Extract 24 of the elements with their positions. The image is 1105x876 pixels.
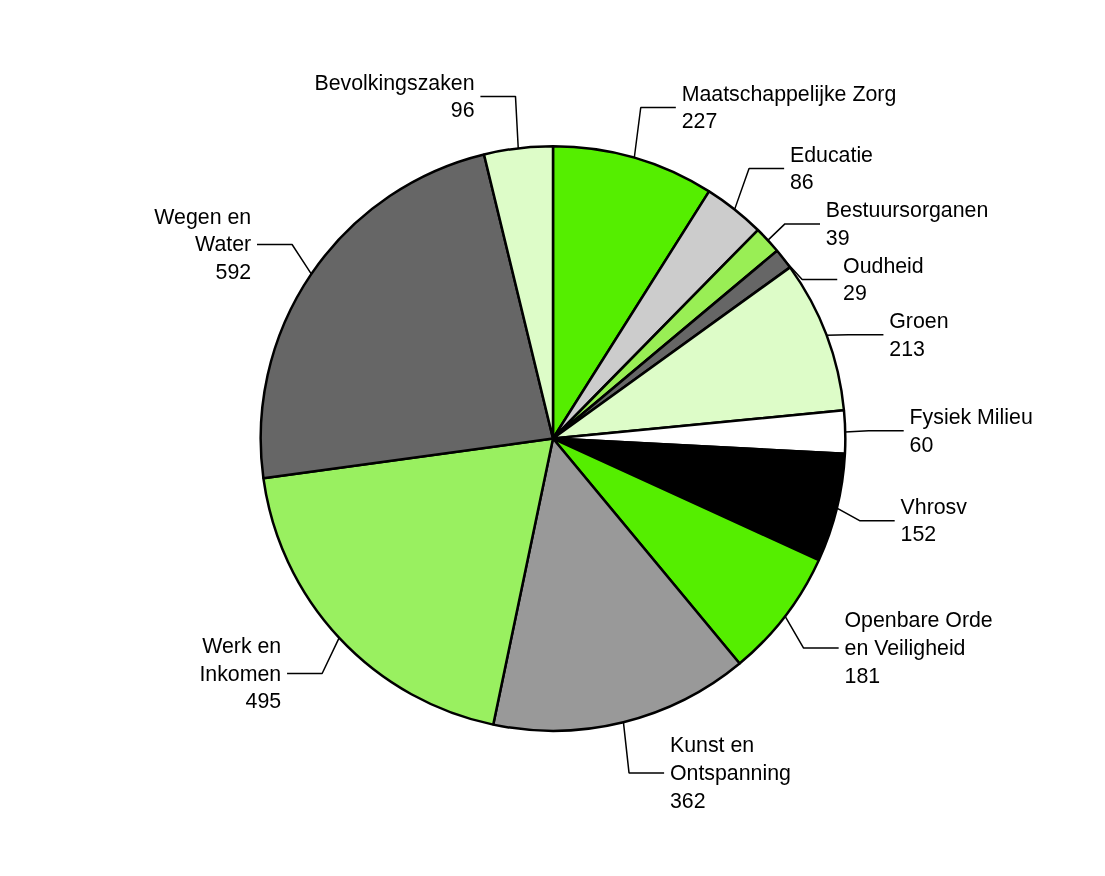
data-label: 592	[215, 260, 252, 285]
slice-label: Bevolkingszaken	[314, 70, 475, 95]
data-label: 213	[889, 336, 925, 361]
slice-label: Maatschappelijke Zorg	[681, 81, 897, 106]
slice-label: Bestuursorganen	[825, 198, 989, 223]
slice-label: Groen	[889, 309, 949, 334]
data-label: 227	[681, 109, 718, 134]
data-label: 29	[843, 281, 867, 306]
data-label: 96	[450, 98, 475, 123]
data-label: 362	[669, 788, 706, 813]
slice-label: Wegen en Water	[154, 204, 252, 257]
data-label: 86	[789, 170, 814, 195]
slice-label: Oudheid	[843, 253, 924, 278]
slice-label: Educatie	[789, 142, 873, 167]
slice-label: Vhrosv	[900, 494, 968, 519]
data-label: 495	[245, 689, 282, 714]
data-label: 152	[900, 522, 937, 547]
slice-label: Kunst en Ontspanning	[669, 733, 791, 785]
data-label: 60	[909, 432, 934, 457]
data-label: 181	[844, 663, 881, 688]
slice-label: Werk en Inkomen	[199, 633, 282, 686]
data-label: 39	[825, 225, 850, 250]
slice-label: Openbare Orde en Veiligheid	[844, 608, 993, 661]
slice-label: Fysiek Milieu	[909, 405, 1033, 430]
